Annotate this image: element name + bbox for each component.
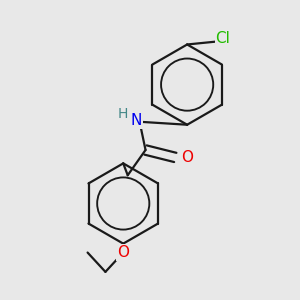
Text: O: O	[181, 150, 193, 165]
Text: O: O	[117, 245, 129, 260]
Text: N: N	[131, 113, 142, 128]
Text: Cl: Cl	[215, 31, 230, 46]
Text: H: H	[117, 107, 128, 121]
